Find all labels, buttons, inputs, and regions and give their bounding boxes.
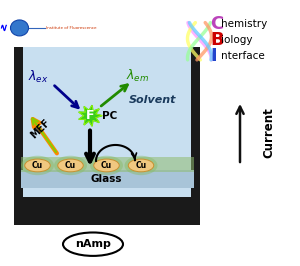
Text: $\lambda_{em}$: $\lambda_{em}$ bbox=[126, 68, 149, 84]
Text: C: C bbox=[210, 15, 223, 33]
Text: Solvent: Solvent bbox=[129, 95, 177, 105]
Text: Current: Current bbox=[262, 108, 275, 158]
Text: PC: PC bbox=[102, 111, 117, 121]
Bar bbox=[14, 197, 200, 225]
Text: Institute of Fluorescence: Institute of Fluorescence bbox=[46, 26, 96, 30]
Text: F: F bbox=[86, 109, 94, 122]
Text: B: B bbox=[210, 31, 224, 49]
Bar bbox=[14, 47, 22, 197]
Text: hemistry: hemistry bbox=[220, 19, 267, 29]
Ellipse shape bbox=[63, 232, 123, 256]
Ellipse shape bbox=[58, 159, 83, 172]
Text: $\lambda_{ex}$: $\lambda_{ex}$ bbox=[28, 69, 49, 85]
Text: nterface: nterface bbox=[220, 51, 264, 61]
Polygon shape bbox=[79, 105, 102, 126]
Text: Cu: Cu bbox=[32, 161, 43, 170]
Ellipse shape bbox=[128, 159, 154, 172]
Bar bbox=[21, 170, 194, 188]
Ellipse shape bbox=[90, 156, 123, 175]
Bar bbox=[21, 157, 194, 172]
Bar bbox=[191, 47, 200, 197]
Text: iology: iology bbox=[220, 35, 252, 45]
Ellipse shape bbox=[124, 156, 158, 175]
Text: I: I bbox=[210, 47, 217, 65]
Ellipse shape bbox=[94, 159, 119, 172]
Text: nAmp: nAmp bbox=[75, 239, 111, 249]
Text: MEF: MEF bbox=[29, 118, 52, 140]
Ellipse shape bbox=[21, 156, 54, 175]
Circle shape bbox=[11, 20, 28, 36]
Bar bbox=[21, 47, 194, 197]
Text: Cu: Cu bbox=[135, 161, 147, 170]
Ellipse shape bbox=[25, 159, 50, 172]
Ellipse shape bbox=[54, 156, 87, 175]
Text: Glass: Glass bbox=[91, 174, 122, 184]
Text: Cu: Cu bbox=[65, 161, 76, 170]
Text: Cu: Cu bbox=[101, 161, 112, 170]
